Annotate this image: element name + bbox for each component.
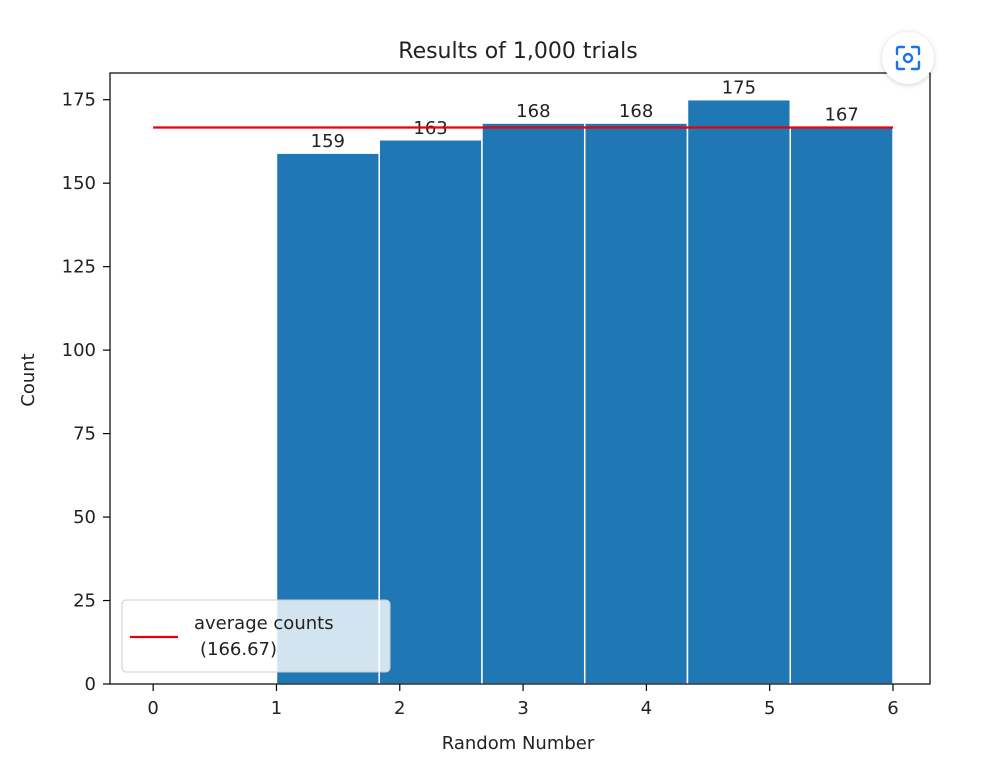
x-tick-label: 3 — [517, 698, 528, 719]
x-tick-label: 5 — [764, 698, 775, 719]
legend-label-line1: average counts — [194, 613, 334, 634]
y-tick-label: 25 — [73, 591, 96, 612]
histogram-bar — [481, 122, 586, 685]
y-tick-label: 175 — [62, 90, 96, 111]
histogram-bar — [583, 122, 689, 685]
y-tick-label: 50 — [73, 507, 96, 528]
x-tick-label: 1 — [271, 698, 282, 719]
x-tick-label: 2 — [394, 698, 405, 719]
visual-search-button[interactable] — [882, 32, 934, 84]
plot-frame — [109, 72, 931, 685]
bars-layer — [275, 98, 894, 685]
y-tick-label: 0 — [85, 674, 96, 695]
legend-box — [121, 599, 391, 673]
axes-layer: 0 1 2 3 4 5 6 0 25 50 75 100 125 150 175 — [62, 72, 931, 719]
y-axis-label: Count — [18, 353, 39, 406]
x-tick-label: 4 — [641, 698, 652, 719]
chart-title: Results of 1,000 trials — [398, 39, 637, 64]
y-tick-label: 150 — [62, 173, 96, 194]
bar-value-label: 168 — [516, 101, 550, 122]
lens-scan-icon — [895, 45, 921, 71]
histogram-bar — [275, 152, 380, 685]
histogram-bar — [686, 98, 792, 685]
y-tick-label: 100 — [62, 340, 96, 361]
bar-value-label: 175 — [722, 78, 756, 99]
bar-value-label: 159 — [311, 131, 345, 152]
histogram-bar — [789, 125, 894, 685]
y-tick-label: 125 — [62, 257, 96, 278]
x-axis-label: Random Number — [442, 733, 595, 754]
legend-label-line2: (166.67) — [200, 639, 277, 660]
bar-value-label: 168 — [619, 101, 653, 122]
x-tick-label: 6 — [887, 698, 898, 719]
bar-value-label: 167 — [824, 104, 858, 125]
legend: average counts (166.67) — [121, 599, 391, 673]
y-tick-label: 75 — [73, 424, 96, 445]
x-tick-label: 0 — [147, 698, 158, 719]
histogram-bar — [378, 139, 483, 685]
